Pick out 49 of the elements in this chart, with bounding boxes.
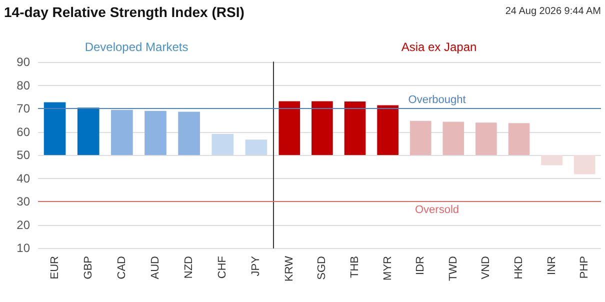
- x-tick-label: HKD: [513, 256, 525, 280]
- chart-subtitle: Developed Markets: [84, 40, 188, 54]
- bar: [574, 155, 596, 174]
- text: 24 Aug 2026 9:44 AM: [505, 6, 601, 17]
- y-tick-label: 30: [16, 194, 30, 208]
- y-tick-label: 70: [16, 102, 30, 116]
- x-tick-label: AUD: [150, 256, 162, 280]
- x-tick-label: KRW: [283, 255, 296, 282]
- bar: [144, 110, 166, 155]
- y-tick-label: 20: [16, 218, 30, 232]
- bar: [508, 123, 530, 155]
- y-tick-label: 50: [16, 148, 30, 162]
- x-tick-label: TWD: [447, 256, 460, 282]
- bar: [312, 101, 333, 155]
- ref-line-label: Oversold: [414, 204, 460, 216]
- y-tick-label: 80: [16, 78, 30, 92]
- x-tick-label: CHF: [216, 256, 229, 279]
- chart-title: 14-day Relative Strength Index (RSI): [4, 4, 244, 20]
- bar: [212, 134, 234, 155]
- x-tick-label: VND: [480, 256, 492, 280]
- x-tick-label: INR: [546, 256, 558, 275]
- bar: [377, 105, 398, 155]
- x-tick-label: NZD: [183, 256, 196, 279]
- x-tick-label: GBP: [82, 256, 94, 280]
- y-tick-label: 60: [16, 124, 30, 139]
- bar: [541, 155, 562, 166]
- y-tick-label: 40: [16, 171, 30, 186]
- x-tick-label: THB: [349, 256, 361, 278]
- x-tick-label: CAD: [116, 256, 128, 280]
- bar: [245, 140, 268, 155]
- bar: [77, 108, 100, 155]
- bar: [344, 102, 366, 155]
- y-tick-label: 10: [16, 241, 30, 255]
- bar: [476, 122, 497, 155]
- bar: [442, 122, 464, 155]
- bar: [178, 112, 200, 155]
- x-tick-label: SGD: [316, 256, 328, 280]
- x-tick-label: EUR: [48, 256, 61, 280]
- bar: [410, 120, 432, 155]
- x-tick-label: IDR: [414, 256, 427, 275]
- y-tick-label: 90: [16, 55, 30, 69]
- bar: [44, 102, 66, 155]
- ref-line-label: Overbought: [408, 94, 466, 106]
- chart-subtitle: Asia ex Japan: [401, 40, 477, 54]
- x-tick-label: PHP: [578, 256, 591, 279]
- bar: [278, 101, 300, 155]
- bar: [111, 110, 133, 155]
- x-tick-label: MYR: [382, 256, 394, 280]
- x-tick-label: JPY: [250, 255, 262, 276]
